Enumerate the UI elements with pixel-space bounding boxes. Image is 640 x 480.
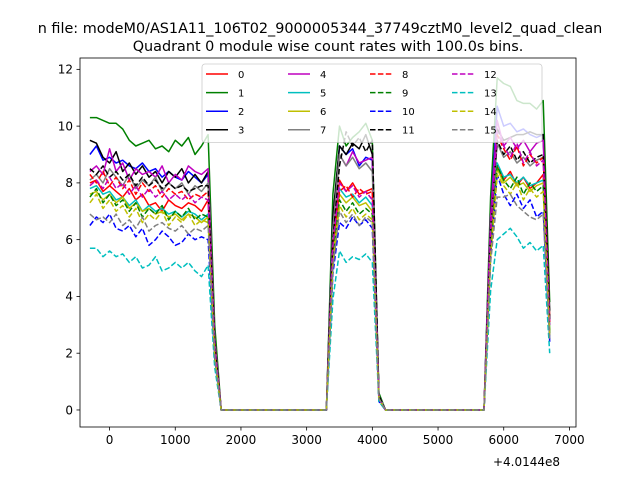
x-tick-label: 5000 <box>423 433 454 447</box>
y-tick-label: 0 <box>65 403 73 417</box>
y-tick-label: 8 <box>65 176 73 190</box>
x-tick-label: 7000 <box>554 433 585 447</box>
y-tick-label: 10 <box>58 119 73 133</box>
x-tick-label: 1000 <box>160 433 191 447</box>
legend-label-11: 11 <box>402 126 415 137</box>
legend-label-14: 14 <box>484 107 497 118</box>
legend-label-4: 4 <box>320 70 326 81</box>
y-tick-label: 12 <box>58 63 73 77</box>
y-tick-label: 4 <box>65 290 73 304</box>
legend-label-10: 10 <box>402 107 415 118</box>
x-tick-label: 4000 <box>357 433 388 447</box>
legend-box <box>201 63 543 143</box>
x-offset-label: +4.0144e8 <box>493 455 560 469</box>
legend-label-0: 0 <box>238 70 244 81</box>
series-line-15 <box>89 193 551 411</box>
legend-label-3: 3 <box>238 126 244 137</box>
legend-label-12: 12 <box>484 70 497 81</box>
legend-label-7: 7 <box>320 126 326 137</box>
legend-label-15: 15 <box>484 126 497 137</box>
legend-label-9: 9 <box>402 88 408 99</box>
legend-label-5: 5 <box>320 88 326 99</box>
x-tick-label: 6000 <box>488 433 519 447</box>
chart-title: Quadrant 0 module wise count rates with … <box>133 39 524 55</box>
axes-frame <box>79 57 577 428</box>
legend-label-1: 1 <box>238 88 244 99</box>
x-tick-label: 2000 <box>226 433 257 447</box>
y-tick-label: 2 <box>65 347 73 361</box>
legend-label-13: 13 <box>484 88 497 99</box>
legend-label-8: 8 <box>402 70 408 81</box>
x-tick-label: 3000 <box>291 433 322 447</box>
y-tick-label: 6 <box>65 233 73 247</box>
figure-suptitle: n file: modeM0/AS1A11_106T02_9000005344_… <box>38 21 603 37</box>
legend-label-2: 2 <box>238 107 244 118</box>
legend-label-6: 6 <box>320 107 326 118</box>
x-tick-label: 0 <box>106 433 114 447</box>
